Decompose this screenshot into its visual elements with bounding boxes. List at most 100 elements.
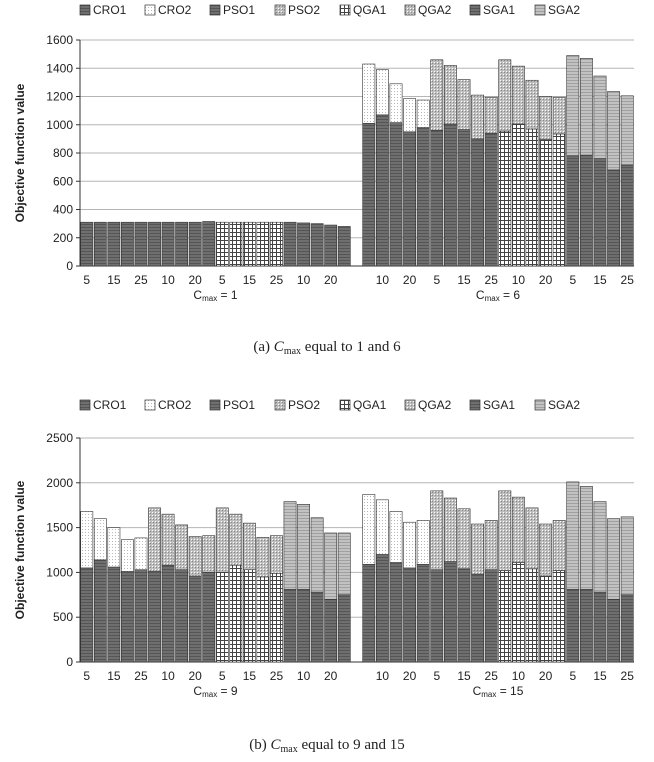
x-tick-label: 5 bbox=[83, 273, 90, 287]
group-label: Cmax = 6 bbox=[476, 288, 520, 303]
bar-cro2 bbox=[121, 539, 134, 572]
x-tick-label: 5 bbox=[433, 669, 440, 683]
bar-cro2 bbox=[403, 98, 417, 133]
x-tick-label: 25 bbox=[621, 669, 635, 683]
bar-sga1 bbox=[579, 154, 593, 267]
bar-sga2 bbox=[607, 91, 621, 171]
legend-label-qga2: QGA2 bbox=[418, 3, 452, 17]
y-tick-label: 800 bbox=[53, 146, 73, 160]
x-tick-label: 15 bbox=[107, 273, 121, 287]
bar-pso1 bbox=[457, 129, 471, 267]
y-tick-label: 2500 bbox=[46, 431, 73, 445]
bar-cro1 bbox=[375, 114, 389, 267]
bar-cro1 bbox=[403, 567, 417, 663]
legend-label-cro2: CRO2 bbox=[158, 398, 192, 412]
bar-pso1 bbox=[175, 221, 189, 267]
bar-pso2 bbox=[430, 59, 444, 131]
x-tick-label: 5 bbox=[433, 273, 440, 287]
bar-pso2 bbox=[175, 524, 189, 571]
bar-cro1 bbox=[416, 564, 430, 663]
bar-qga1 bbox=[242, 221, 256, 267]
bar-cro2 bbox=[389, 83, 403, 123]
bar-qga2 bbox=[539, 96, 553, 140]
bar-pso2 bbox=[471, 94, 485, 140]
x-tick-label: 15 bbox=[457, 669, 471, 683]
bar-qga2 bbox=[525, 507, 539, 570]
bar-pso2 bbox=[161, 513, 175, 566]
legend-label-cro1: CRO1 bbox=[93, 3, 127, 17]
bar-sga1 bbox=[593, 158, 607, 267]
x-tick-label: 10 bbox=[512, 669, 526, 683]
bar-pso1 bbox=[188, 575, 202, 663]
x-tick-label: 20 bbox=[188, 669, 202, 683]
bar-pso2 bbox=[202, 535, 216, 573]
x-tick-label: 20 bbox=[188, 273, 202, 287]
x-tick-label: 25 bbox=[134, 669, 148, 683]
bar-qga1 bbox=[270, 572, 283, 663]
bar-pso1 bbox=[430, 569, 444, 663]
bar-qga2 bbox=[539, 523, 553, 577]
bar-qga1 bbox=[511, 123, 525, 267]
x-tick-label: 15 bbox=[243, 669, 257, 683]
x-tick-label: 15 bbox=[457, 273, 471, 287]
legend-label-pso1: PSO1 bbox=[223, 3, 255, 17]
bar-cro2 bbox=[93, 518, 107, 561]
bar-pso1 bbox=[175, 569, 189, 663]
x-tick-label: 20 bbox=[324, 273, 338, 287]
legend-label-sga1: SGA1 bbox=[483, 398, 515, 412]
x-tick-label: 20 bbox=[539, 273, 553, 287]
bar-qga2 bbox=[256, 537, 270, 578]
legend-label-qga1: QGA1 bbox=[353, 398, 387, 412]
bar-cro2 bbox=[403, 521, 417, 569]
bar-cro1 bbox=[93, 221, 107, 267]
bar-qga1 bbox=[498, 130, 512, 267]
bar-cro1 bbox=[93, 559, 107, 663]
x-tick-label: 10 bbox=[376, 669, 390, 683]
x-tick-label: 15 bbox=[593, 669, 607, 683]
bar-qga2 bbox=[525, 79, 539, 130]
y-tick-label: 0 bbox=[66, 655, 73, 669]
bar-qga2 bbox=[552, 520, 566, 571]
bar-cro2 bbox=[416, 520, 430, 565]
bar-sga1 bbox=[297, 589, 310, 663]
bar-sga1 bbox=[324, 598, 338, 663]
legend-swatch-cro2 bbox=[144, 4, 156, 16]
legend-label-sga1: SGA1 bbox=[483, 3, 515, 17]
legend-swatch-cro2 bbox=[144, 399, 156, 411]
legend-label-cro2: CRO2 bbox=[158, 3, 192, 17]
bar-cro2 bbox=[389, 511, 403, 563]
x-tick-label: 25 bbox=[270, 273, 284, 287]
x-tick-label: 20 bbox=[403, 669, 417, 683]
chart-a: CRO1 CRO2 PSO1 PSO2 QGA1 QGA2 SGA1 SGA2 0 200 400 6… bbox=[13, 3, 634, 357]
bar-cro2 bbox=[362, 63, 376, 124]
legend-swatch-qga2 bbox=[404, 4, 416, 16]
bar-qga2 bbox=[511, 496, 525, 563]
legend-label-pso1: PSO1 bbox=[223, 398, 255, 412]
bar-pso2 bbox=[148, 507, 161, 572]
bar-qga2 bbox=[498, 490, 512, 571]
bar-qga1 bbox=[229, 221, 243, 267]
legend-swatch-pso2 bbox=[274, 399, 286, 411]
bar-cro1 bbox=[107, 221, 121, 267]
bar-pso2 bbox=[457, 79, 471, 130]
bar-pso1 bbox=[161, 221, 175, 267]
bar-cro1 bbox=[121, 571, 134, 663]
y-tick-label: 400 bbox=[53, 203, 73, 217]
bar-sga2 bbox=[324, 532, 338, 600]
legend-swatch-qga2 bbox=[404, 399, 416, 411]
x-tick-label: 15 bbox=[243, 273, 257, 287]
bar-qga1 bbox=[242, 569, 256, 663]
bar-qga1 bbox=[270, 221, 283, 267]
group-label: Cmax = 1 bbox=[193, 288, 237, 303]
bar-qga1 bbox=[552, 133, 566, 267]
y-tick-label: 1600 bbox=[46, 33, 73, 47]
legend-swatch-pso2 bbox=[274, 4, 286, 16]
x-tick-label: 10 bbox=[161, 273, 175, 287]
bar-sga1 bbox=[337, 226, 351, 267]
bar-sga2 bbox=[310, 517, 324, 593]
bar-cro1 bbox=[403, 131, 417, 267]
bar-qga2 bbox=[511, 65, 525, 125]
bar-qga1 bbox=[256, 576, 270, 663]
y-tick-label: 2000 bbox=[46, 476, 73, 490]
x-tick-label: 10 bbox=[297, 273, 311, 287]
